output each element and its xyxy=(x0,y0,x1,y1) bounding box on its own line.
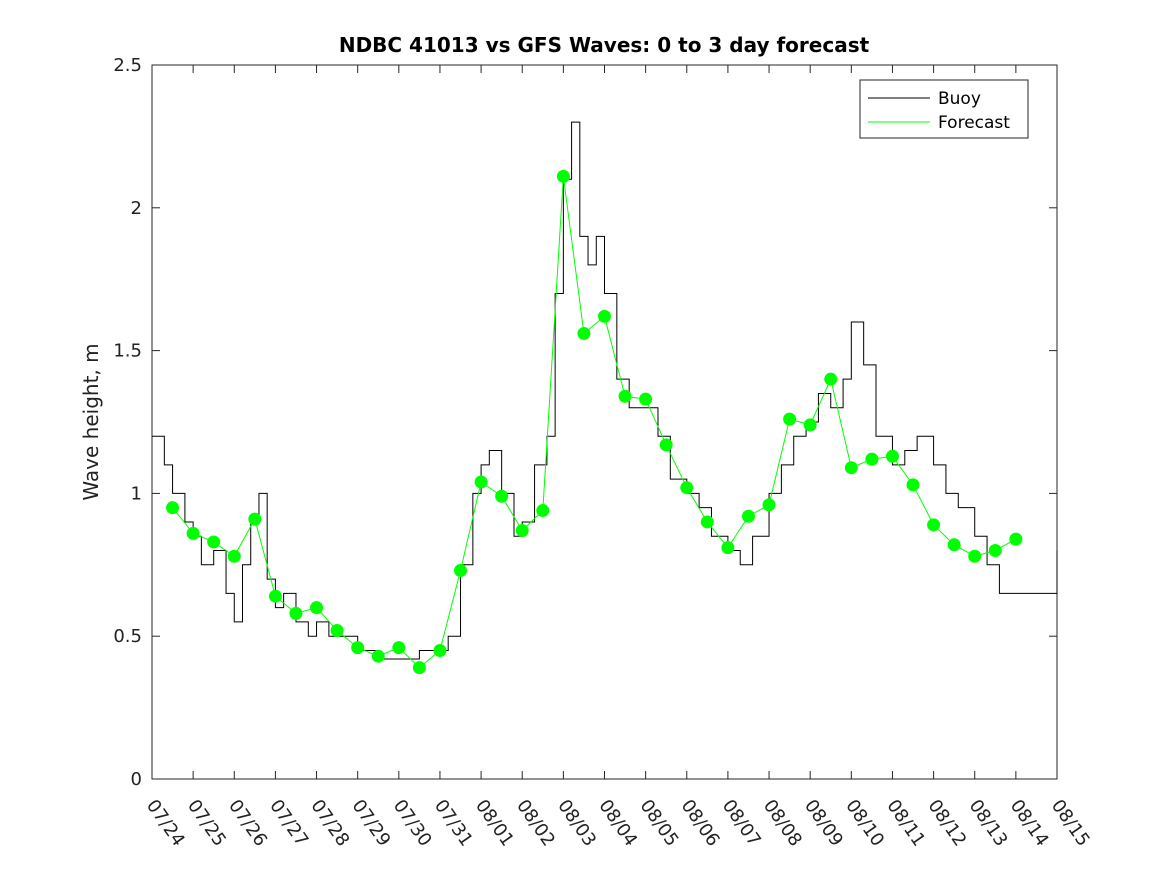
series-layer xyxy=(152,121,1058,675)
legend-forecast-label: Forecast xyxy=(938,113,1010,133)
legend: Buoy Forecast xyxy=(859,79,1029,139)
forecast-point xyxy=(618,389,632,403)
forecast-point xyxy=(968,549,982,563)
forecast-point xyxy=(659,438,673,452)
chart-title: NDBC 41013 vs GFS Waves: 0 to 3 day fore… xyxy=(339,33,870,57)
y-ticks: 0 0.5 1 1.5 2 2.5 xyxy=(113,55,1057,790)
forecast-point xyxy=(515,524,529,538)
y-tick-label: 0.5 xyxy=(113,626,142,647)
forecast-point xyxy=(166,501,180,515)
forecast-point xyxy=(1009,532,1023,546)
forecast-point xyxy=(803,418,817,432)
forecast-point xyxy=(556,169,570,183)
legend-buoy-label: Buoy xyxy=(938,89,981,109)
forecast-point xyxy=(330,623,344,637)
y-tick-label: 0 xyxy=(131,769,142,790)
forecast-point xyxy=(310,601,324,615)
forecast-point xyxy=(844,461,858,475)
forecast-point xyxy=(824,372,838,386)
forecast-point xyxy=(433,643,447,657)
forecast-point xyxy=(351,641,365,655)
forecast-point xyxy=(227,549,241,563)
plot-area xyxy=(151,64,1058,780)
forecast-point xyxy=(371,649,385,663)
forecast-point xyxy=(927,518,941,532)
forecast-point xyxy=(474,475,488,489)
forecast-point xyxy=(783,412,797,426)
forecast-point xyxy=(289,606,303,620)
forecast-point xyxy=(741,509,755,523)
y-axis-label: Wave height, m xyxy=(79,343,103,500)
forecast-point xyxy=(721,541,735,555)
forecast-point xyxy=(536,504,550,518)
legend-box xyxy=(859,79,1029,139)
forecast-point xyxy=(454,564,468,578)
buoy-series-line xyxy=(152,121,1058,660)
forecast-point xyxy=(495,489,509,503)
forecast-point xyxy=(680,481,694,495)
forecast-point xyxy=(248,512,262,526)
forecast-point xyxy=(762,498,776,512)
forecast-point xyxy=(598,309,611,323)
y-tick-label: 2 xyxy=(131,198,142,219)
forecast-point xyxy=(412,661,426,675)
forecast-point xyxy=(865,452,879,466)
y-tick-label: 2.5 xyxy=(113,55,142,76)
forecast-point xyxy=(268,589,282,603)
forecast-point xyxy=(207,535,221,549)
forecast-point xyxy=(392,641,406,655)
forecast-point xyxy=(186,526,200,540)
y-tick-label: 1 xyxy=(131,483,142,504)
y-tick-label: 1.5 xyxy=(113,341,142,362)
forecast-point xyxy=(947,538,961,552)
forecast-point xyxy=(577,326,591,340)
forecast-point xyxy=(885,449,899,463)
forecast-point xyxy=(988,544,1002,558)
forecast-point xyxy=(906,478,920,492)
forecast-point xyxy=(700,515,714,529)
forecast-point xyxy=(639,392,653,406)
